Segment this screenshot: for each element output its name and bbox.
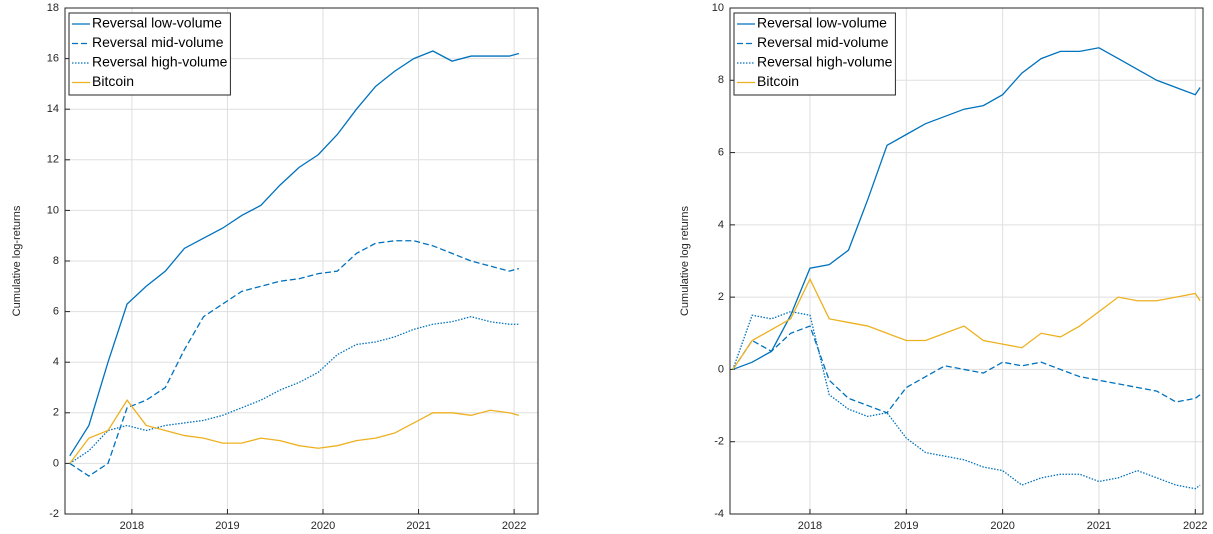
series-line [69, 315, 519, 464]
legend-label: Reversal low-volume [92, 15, 222, 31]
y-tick-label: -4 [714, 508, 724, 520]
x-tick-label: 2021 [1087, 520, 1111, 532]
x-tick-label: 2018 [798, 520, 822, 532]
y-tick-label: 10 [712, 2, 724, 14]
y-tick-label: 0 [53, 457, 59, 469]
y-tick-label: 14 [47, 103, 59, 115]
x-tick-label: 2018 [120, 520, 144, 532]
y-tick-label: 2 [53, 407, 59, 419]
x-tick-label: 2019 [215, 520, 239, 532]
legend-label: Reversal mid-volume [92, 34, 224, 50]
series-line [69, 50, 520, 457]
x-tick-label: 2020 [311, 520, 335, 532]
series-line [732, 47, 1201, 371]
legend-label: Bitcoin [92, 73, 134, 89]
legend-label: Reversal low-volume [757, 15, 887, 31]
y-tick-label: 6 [53, 306, 59, 318]
legend-label: Reversal mid-volume [757, 34, 889, 50]
x-tick-label: 2022 [502, 520, 526, 532]
y-tick-label: 4 [718, 219, 724, 231]
y-tick-label: -2 [49, 508, 59, 520]
y-tick-label: 8 [718, 74, 724, 86]
y-tick-label: 10 [47, 204, 59, 216]
series-line [732, 277, 1201, 370]
series-line [69, 399, 520, 464]
y-axis-label: Cumulative log returns [679, 205, 691, 316]
y-tick-label: 6 [718, 146, 724, 158]
y-tick-label: 12 [47, 154, 59, 166]
x-tick-label: 2019 [894, 520, 918, 532]
y-tick-label: 16 [47, 53, 59, 65]
legend-label: Bitcoin [757, 73, 799, 89]
y-tick-label: 0 [718, 363, 724, 375]
legend: Reversal low-volume Reversal mid-volume Re… [68, 12, 231, 96]
legend-box [733, 12, 896, 96]
plot-frame [729, 7, 1204, 515]
y-tick-label: -2 [714, 436, 724, 448]
legend-label: Reversal high-volume [757, 54, 893, 70]
series-line [69, 240, 520, 477]
legend-box [68, 12, 231, 96]
plot-frame [64, 7, 539, 515]
x-tick-label: 2020 [990, 520, 1014, 532]
x-tick-label: 2021 [406, 520, 430, 532]
y-tick-label: 18 [47, 2, 59, 14]
y-tick-label: 4 [53, 356, 59, 368]
series-line [732, 325, 1201, 414]
y-tick-label: 8 [53, 255, 59, 267]
y-tick-label: 2 [718, 291, 724, 303]
y-axis-label: Cumulative log-returns [11, 205, 23, 316]
x-tick-label: 2022 [1183, 520, 1207, 532]
legend-label: Reversal high-volume [92, 54, 228, 70]
legend: Reversal low-volume Reversal mid-volume Re… [733, 12, 896, 96]
